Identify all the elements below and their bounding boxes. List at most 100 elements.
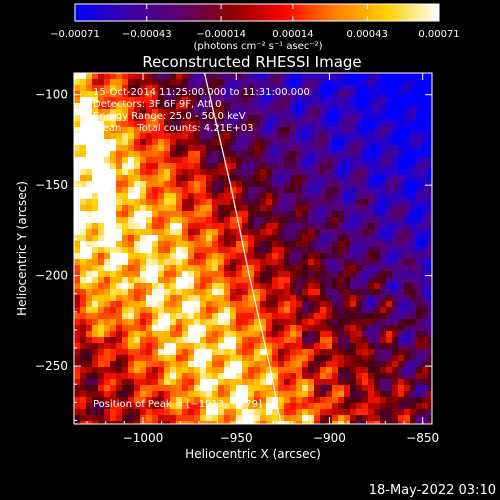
heatmap-cell xyxy=(146,121,153,128)
heatmap-cell xyxy=(134,331,141,338)
heatmap-cell xyxy=(380,157,387,164)
heatmap-cell xyxy=(260,115,267,122)
heatmap-cell xyxy=(380,151,387,158)
heatmap-cell xyxy=(176,91,183,98)
heatmap-cell xyxy=(122,145,129,152)
heatmap-cell xyxy=(350,163,357,170)
heatmap-cell xyxy=(296,391,303,398)
heatmap-cell xyxy=(170,211,177,218)
heatmap-cell xyxy=(158,127,165,134)
heatmap-cell xyxy=(386,181,393,188)
heatmap-cell xyxy=(164,85,171,92)
heatmap-cell xyxy=(104,211,111,218)
heatmap-cell xyxy=(380,241,387,248)
heatmap-cell xyxy=(290,97,297,104)
heatmap-cell xyxy=(98,121,105,128)
heatmap-cell xyxy=(356,127,363,134)
heatmap-cell xyxy=(236,367,243,374)
heatmap-cell xyxy=(254,157,261,164)
heatmap-cell xyxy=(182,391,189,398)
heatmap-cell xyxy=(320,199,327,206)
heatmap-cell xyxy=(122,373,129,380)
heatmap-cell xyxy=(332,241,339,248)
heatmap-cell xyxy=(326,259,333,266)
heatmap-cell xyxy=(356,331,363,338)
heatmap-cell xyxy=(314,373,321,380)
heatmap-cell xyxy=(152,139,159,146)
heatmap-cell xyxy=(170,103,177,110)
heatmap-cell xyxy=(428,391,432,398)
heatmap-cell xyxy=(164,223,171,230)
heatmap-cell xyxy=(398,301,405,308)
heatmap-cell xyxy=(398,367,405,374)
heatmap-cell xyxy=(80,325,87,332)
heatmap-cell xyxy=(206,133,213,140)
heatmap-cell xyxy=(86,193,93,200)
heatmap-cell xyxy=(158,253,165,260)
heatmap-cell xyxy=(302,73,309,80)
heatmap-cell xyxy=(284,187,291,194)
heatmap-cell xyxy=(188,319,195,326)
heatmap-cell xyxy=(368,145,375,152)
heatmap-cell xyxy=(98,73,105,80)
heatmap-cell xyxy=(338,163,345,170)
heatmap-cell xyxy=(224,217,231,224)
heatmap-cell xyxy=(176,265,183,272)
heatmap-cell xyxy=(404,289,411,296)
heatmap-cell xyxy=(326,403,333,410)
heatmap-cell xyxy=(92,139,99,146)
heatmap-cell xyxy=(296,283,303,290)
heatmap-cell xyxy=(422,73,429,80)
heatmap-cell xyxy=(278,157,285,164)
heatmap-cell xyxy=(224,415,231,422)
heatmap-cell xyxy=(92,229,99,236)
colorbar: −0.00071 −0.00043 −0.00014 0.00014 0.00043 0.… xyxy=(50,3,460,52)
heatmap-cell xyxy=(410,91,417,98)
heatmap-cell xyxy=(386,265,393,272)
heatmap-cell xyxy=(200,391,207,398)
heatmap-cell xyxy=(338,235,345,242)
heatmap-cell xyxy=(182,217,189,224)
heatmap-cell xyxy=(176,73,183,80)
heatmap-cell xyxy=(170,97,177,104)
heatmap-cell xyxy=(374,127,381,134)
heatmap-cell xyxy=(260,103,267,110)
heatmap-cell xyxy=(380,133,387,140)
heatmap-cell xyxy=(152,283,159,290)
heatmap-cell xyxy=(140,301,147,308)
heatmap-cell xyxy=(218,355,225,362)
heatmap-cell xyxy=(164,79,171,86)
heatmap-cell xyxy=(140,397,147,404)
heatmap-cell xyxy=(230,199,237,206)
heatmap-cell xyxy=(206,223,213,230)
heatmap-cell xyxy=(272,385,279,392)
heatmap-cell xyxy=(218,361,225,368)
heatmap-cell xyxy=(266,271,273,278)
heatmap-cell xyxy=(74,349,81,356)
heatmap-cell xyxy=(278,217,285,224)
heatmap-cell xyxy=(362,409,369,416)
heatmap-cell xyxy=(404,145,411,152)
heatmap-cell xyxy=(368,415,375,422)
heatmap-cell xyxy=(164,157,171,164)
heatmap-cell xyxy=(134,199,141,206)
heatmap-cell xyxy=(362,415,369,422)
heatmap-cell xyxy=(296,187,303,194)
heatmap-cell xyxy=(122,379,129,386)
heatmap-cell xyxy=(422,133,429,140)
heatmap-cell xyxy=(398,133,405,140)
heatmap-cell xyxy=(368,247,375,254)
heatmap-cell xyxy=(386,211,393,218)
heatmap-cell xyxy=(380,289,387,296)
heatmap-cell xyxy=(272,175,279,182)
heatmap-cell xyxy=(242,199,249,206)
heatmap-cell xyxy=(170,163,177,170)
heatmap-cell xyxy=(380,271,387,278)
heatmap-cell xyxy=(398,109,405,116)
heatmap-cell xyxy=(164,415,171,422)
heatmap-cell xyxy=(308,205,315,212)
heatmap-cell xyxy=(302,79,309,86)
heatmap-cell xyxy=(158,181,165,188)
heatmap-cell xyxy=(398,115,405,122)
